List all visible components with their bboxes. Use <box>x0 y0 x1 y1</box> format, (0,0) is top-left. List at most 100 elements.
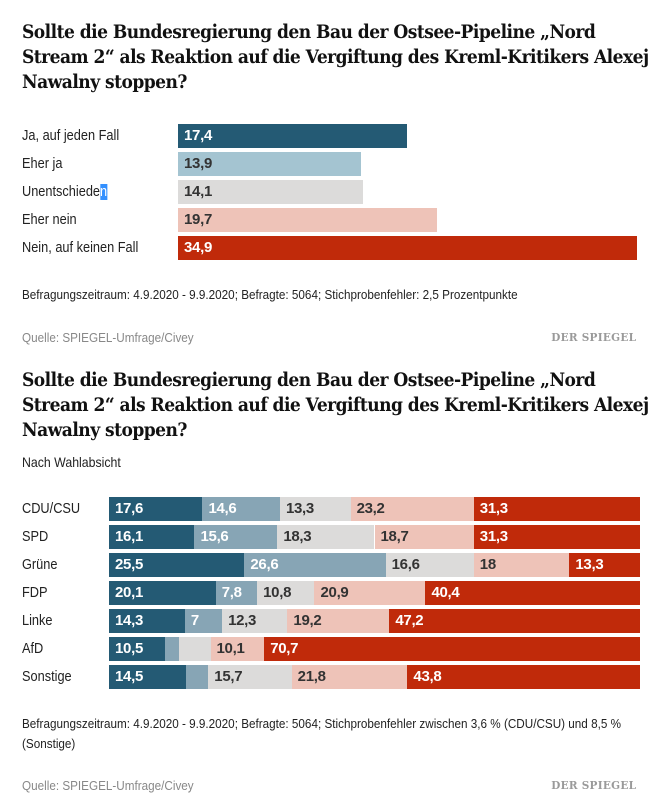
bar-segment: 23,2 <box>350 497 474 521</box>
chart1-title: Sollte die Bundesregierung den Bau der O… <box>22 21 649 93</box>
bar-segment: 14,3 <box>109 609 185 633</box>
chart1-note: Befragungszeitraum: 4.9.2020 - 9.9.2020;… <box>22 287 518 302</box>
chart2-note: Befragungszeitraum: 4.9.2020 - 9.9.2020;… <box>22 716 621 751</box>
data-label: 31,3 <box>479 528 508 545</box>
bar-segment: 7 <box>184 609 223 633</box>
bar-segment: 18 <box>473 553 570 577</box>
category-label: Eher ja <box>22 156 63 172</box>
bar-segment: 20,1 <box>109 581 216 605</box>
data-label: 17,4 <box>184 127 212 144</box>
spiegel-logo: DER SPIEGEL <box>550 779 636 792</box>
bar-segment: 16,1 <box>109 525 195 549</box>
data-label: 23,2 <box>356 500 385 517</box>
bar: 17,4 <box>178 124 407 148</box>
category-label: AfD <box>22 641 44 657</box>
bar: 14,1 <box>178 180 364 204</box>
data-label: 15,6 <box>200 528 229 545</box>
bar-segment: 47,2 <box>389 609 640 633</box>
bar-segment: 17,6 <box>109 497 203 521</box>
data-label: 40,4 <box>431 584 460 601</box>
category-label: CDU/CSU <box>22 501 81 517</box>
bar-segment: 15,7 <box>208 665 292 689</box>
bar: 34,9 <box>178 236 637 260</box>
bar-segment <box>178 637 211 661</box>
bar-segment <box>164 637 179 661</box>
data-label: 18,3 <box>283 528 312 545</box>
data-label: 10,5 <box>115 640 143 657</box>
data-label: 18,7 <box>380 528 409 545</box>
bar-segment: 18,7 <box>374 525 474 549</box>
text-selection-highlight: n <box>100 184 108 200</box>
bar-segment: 13,3 <box>569 553 640 577</box>
category-label: FDP <box>22 585 48 601</box>
data-label: 14,5 <box>115 668 143 685</box>
chart2-source: Quelle: SPIEGEL-Umfrage/Civey <box>22 778 194 793</box>
bar-segment: 20,9 <box>314 581 426 605</box>
chart2-subtitle: Nach Wahlabsicht <box>22 454 121 470</box>
data-label: 12,3 <box>228 612 257 629</box>
bar-segment: 31,3 <box>473 497 640 521</box>
data-label: 7 <box>190 612 199 629</box>
bar-segment: 40,4 <box>425 581 640 605</box>
data-label: 14,1 <box>184 183 212 200</box>
data-label: 18 <box>479 556 496 573</box>
category-label: Sonstige <box>22 669 72 685</box>
category-label: Ja, auf jeden Fall <box>22 128 120 144</box>
bar-segment: 12,3 <box>222 609 288 633</box>
category-label: Nein, auf keinen Fall <box>22 240 139 256</box>
data-label: 14,3 <box>115 612 143 629</box>
data-label: 70,7 <box>270 640 299 657</box>
bar-segment: 15,6 <box>194 525 278 549</box>
data-label: 47,2 <box>395 612 424 629</box>
data-label: 16,6 <box>391 556 420 573</box>
data-label: 15,7 <box>214 668 243 685</box>
data-label: 25,5 <box>115 556 143 573</box>
category-label: Eher nein <box>22 212 77 228</box>
data-label: 20,1 <box>115 584 143 601</box>
data-label: 13,9 <box>184 155 212 172</box>
bar-segment: 10,8 <box>257 581 315 605</box>
bar-segment: 10,5 <box>109 637 165 661</box>
data-label: 21,8 <box>297 668 326 685</box>
bar-segment: 16,6 <box>385 553 474 577</box>
data-label: 17,6 <box>115 500 143 517</box>
bar-segment: 31,3 <box>473 525 640 549</box>
bar: 13,9 <box>178 152 361 176</box>
data-label: 31,3 <box>479 500 508 517</box>
bar-segment: 14,6 <box>202 497 280 521</box>
data-label: 14,6 <box>208 500 237 517</box>
bar-segment <box>185 665 209 689</box>
bar-segment: 70,7 <box>264 637 640 661</box>
bar-segment: 18,3 <box>277 525 375 549</box>
data-label: 20,9 <box>320 584 349 601</box>
data-label: 19,2 <box>293 612 322 629</box>
category-label: SPD <box>22 529 49 545</box>
category-label: Grüne <box>22 557 58 573</box>
data-label: 7,8 <box>221 584 242 601</box>
category-label: Linke <box>22 613 53 629</box>
data-label: 13,3 <box>575 556 604 573</box>
bar-segment: 21,8 <box>291 665 408 689</box>
bar-segment: 25,5 <box>109 553 245 577</box>
label-text: Unentschiede <box>22 184 101 200</box>
bar-segment: 13,3 <box>279 497 351 521</box>
bar-segment: 26,6 <box>244 553 386 577</box>
data-label: 10,8 <box>263 584 292 601</box>
data-label: 10,1 <box>216 640 245 657</box>
chart2-title: Sollte die Bundesregierung den Bau der O… <box>22 369 649 441</box>
bar-segment: 14,5 <box>109 665 186 689</box>
data-label: 19,7 <box>184 211 212 228</box>
bar-segment: 19,2 <box>287 609 390 633</box>
bar: 19,7 <box>178 208 438 232</box>
bar-segment: 43,8 <box>407 665 640 689</box>
chart1-source: Quelle: SPIEGEL-Umfrage/Civey <box>22 330 194 345</box>
bar-segment: 10,1 <box>210 637 265 661</box>
bar-segment: 7,8 <box>215 581 258 605</box>
data-label: 26,6 <box>250 556 279 573</box>
spiegel-logo: DER SPIEGEL <box>550 331 636 344</box>
data-label: 16,1 <box>115 528 143 545</box>
data-label: 43,8 <box>413 668 442 685</box>
data-label: 13,3 <box>285 500 314 517</box>
category-label: Unentschieden <box>22 180 108 204</box>
data-label: 34,9 <box>184 239 212 256</box>
